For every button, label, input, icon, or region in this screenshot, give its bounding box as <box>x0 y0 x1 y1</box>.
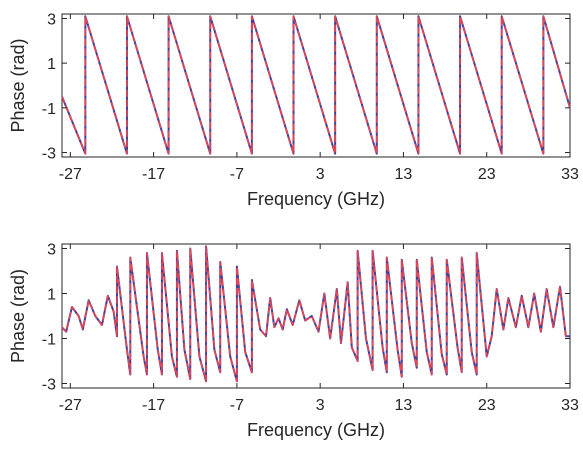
x-tick-label: 23 <box>478 166 496 183</box>
x-tick-label: 3 <box>316 397 325 414</box>
x-tick-label: -27 <box>59 397 82 414</box>
x-tick-label: 33 <box>561 166 579 183</box>
x-tick-label: 23 <box>478 397 496 414</box>
y-tick-label: 1 <box>47 287 56 304</box>
x-tick-label: -7 <box>230 166 244 183</box>
y-tick-label: -3 <box>42 377 56 394</box>
y-tick-label: 1 <box>47 56 56 73</box>
y-tick-label: 3 <box>47 242 56 259</box>
y-tick-label: -1 <box>42 101 56 118</box>
y-axis-label: Phase (rad) <box>8 38 28 132</box>
x-axis-label: Frequency (GHz) <box>247 189 385 209</box>
series-group <box>62 245 570 383</box>
x-tick-label: -17 <box>142 166 165 183</box>
x-tick-label: 13 <box>395 166 413 183</box>
series-group <box>62 15 570 155</box>
y-tick-label: -1 <box>42 332 56 349</box>
x-tick-label: 3 <box>316 166 325 183</box>
y-axis-label: Phase (rad) <box>8 269 28 363</box>
y-tick-label: 3 <box>47 11 56 28</box>
plot-area-frame <box>61 13 571 158</box>
x-axis-label: Frequency (GHz) <box>247 420 385 440</box>
y-tick-label: -3 <box>42 146 56 163</box>
x-tick-label: 33 <box>561 397 579 414</box>
x-tick-label: -27 <box>59 166 82 183</box>
x-tick-label: 13 <box>395 397 413 414</box>
x-tick-label: -7 <box>230 397 244 414</box>
series-line-dashed <box>62 15 570 155</box>
x-tick-label: -17 <box>142 397 165 414</box>
series-line-dashed <box>62 245 570 383</box>
